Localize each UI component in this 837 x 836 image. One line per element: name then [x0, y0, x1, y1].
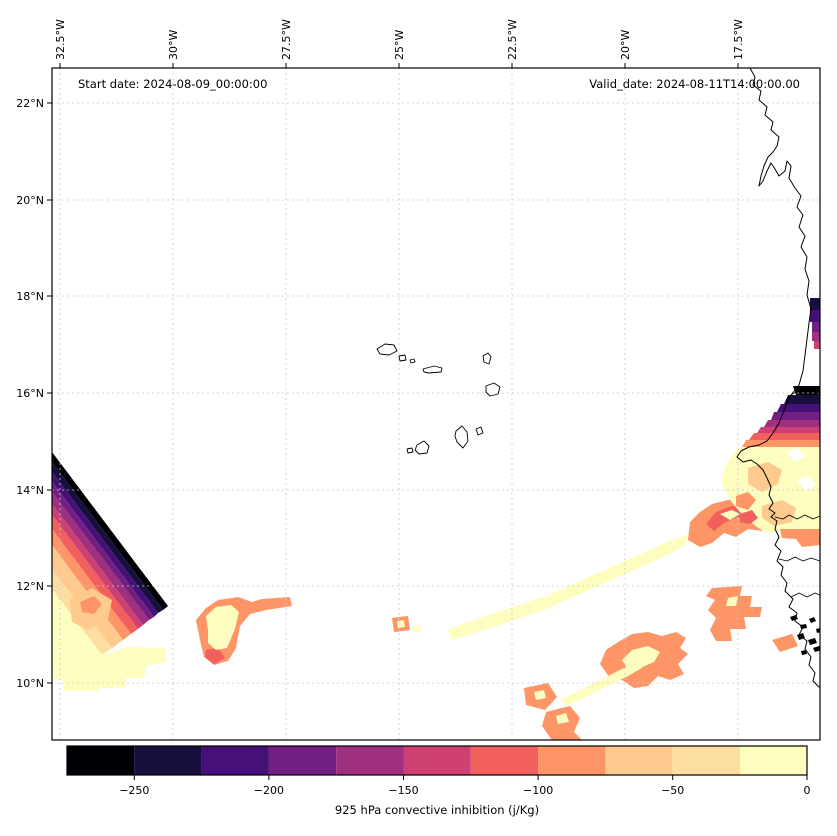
- island: [482, 352, 492, 365]
- contour-region-southwest-wedge: [52, 452, 168, 691]
- coastline-layer: [376, 68, 820, 688]
- lat-tick-label: 22°N: [16, 97, 44, 110]
- lon-tick-label: 25°W: [393, 30, 406, 60]
- lat-tick-label: 12°N: [16, 580, 44, 593]
- lon-tick-label: 17.5°W: [732, 19, 745, 60]
- senegal-river: [790, 391, 820, 398]
- valid-date-annotation: Valid_date: 2024-08-11T14:00:00.00: [589, 77, 800, 91]
- island: [406, 447, 414, 454]
- colorbar-tick-label: −100: [523, 784, 553, 797]
- colorbar-ticks: [133, 775, 808, 780]
- gridlines: [52, 68, 820, 740]
- lat-tick-label: 14°N: [16, 484, 44, 497]
- contour-region-coastal-south-patches: [706, 586, 798, 652]
- contour-hole: [797, 476, 816, 492]
- contour-region-diagonal-band: [448, 534, 690, 640]
- axes-frame: [51, 67, 821, 741]
- colorbar-frame: [66, 745, 808, 776]
- lat-tick-label: 16°N: [16, 387, 44, 400]
- colorbar-tick-label: −250: [119, 784, 149, 797]
- contour-region-coastal-pale: [721, 447, 820, 547]
- lat-tick-labels: 22°N 20°N 18°N 16°N 14°N 12°N 10°N: [16, 97, 44, 690]
- island: [398, 354, 407, 362]
- contour-layer: [52, 298, 820, 740]
- colorbar-label: 925 hPa convective inhibition (j/Kg): [335, 803, 539, 817]
- cape-verde-islands: [376, 343, 501, 455]
- colorbar-tick-label: 0: [804, 784, 811, 797]
- contour-region-27w-11n: [196, 597, 292, 665]
- lon-tick-label: 20°W: [619, 30, 632, 60]
- island: [422, 365, 443, 374]
- lat-tick-label: 18°N: [16, 290, 44, 303]
- bijagos-islands: [790, 615, 820, 655]
- island: [485, 382, 501, 397]
- casamance-river: [778, 556, 820, 562]
- contour-region-25w-11n: [392, 616, 421, 633]
- colorbar-swatches: [67, 746, 807, 775]
- colorbar-tick-label: −200: [254, 784, 284, 797]
- lon-tick-label: 30°W: [167, 30, 180, 60]
- axis-ticks: [47, 63, 739, 684]
- start-date-annotation: Start date: 2024-08-09_00:00:00: [78, 77, 267, 91]
- colorbar: −250 −200 −150 −100 −50 0 925 hPa convec…: [66, 745, 811, 817]
- lon-tick-labels: 32.5°W 30°W 27.5°W 25°W 22.5°W 20°W 17.5…: [54, 19, 745, 60]
- geba-river: [790, 592, 820, 598]
- contour-region-coastal-north-bands: [742, 386, 820, 447]
- island: [454, 425, 469, 449]
- lon-tick-label: 27.5°W: [280, 19, 293, 60]
- contour-region-right-edge-sliver: [810, 298, 820, 349]
- gambia-river: [774, 514, 820, 520]
- colorbar-tick-labels: −250 −200 −150 −100 −50 0: [119, 784, 810, 797]
- lon-tick-label: 22.5°W: [506, 19, 519, 60]
- lat-tick-label: 20°N: [16, 194, 44, 207]
- colorbar-tick-label: −50: [661, 784, 684, 797]
- lat-tick-label: 10°N: [16, 677, 44, 690]
- contour-hole: [786, 448, 806, 462]
- island: [475, 426, 484, 436]
- africa-coastline: [736, 68, 820, 688]
- island: [376, 343, 398, 356]
- lon-tick-label: 32.5°W: [54, 19, 67, 60]
- island: [414, 440, 430, 455]
- island: [409, 358, 416, 364]
- colorbar-tick-label: −150: [388, 784, 418, 797]
- contour-region-bottom-center: [524, 662, 642, 740]
